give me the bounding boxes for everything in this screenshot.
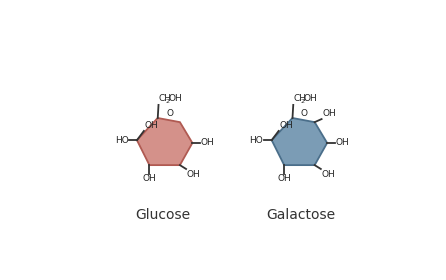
Text: OH: OH [303,94,317,102]
Text: OH: OH [145,121,158,130]
Polygon shape [272,118,327,165]
Text: 2: 2 [301,99,305,104]
Text: CH: CH [293,94,306,102]
Text: O: O [301,109,308,118]
Text: Glucose: Glucose [136,208,191,222]
Text: 2: 2 [166,99,170,104]
Text: HO: HO [115,136,128,145]
Text: OH: OH [322,170,335,179]
Text: OH: OH [335,138,349,148]
Text: CH: CH [158,94,172,102]
Text: OH: OH [322,109,336,118]
Polygon shape [137,118,192,165]
Text: HO: HO [249,136,263,145]
Text: O: O [166,109,173,118]
Text: OH: OH [201,138,215,148]
Text: OH: OH [277,174,291,183]
Text: OH: OH [143,174,156,183]
Text: OH: OH [187,170,201,179]
Text: Galactose: Galactose [266,208,335,222]
Text: OH: OH [169,94,182,102]
Text: OH: OH [279,121,293,130]
